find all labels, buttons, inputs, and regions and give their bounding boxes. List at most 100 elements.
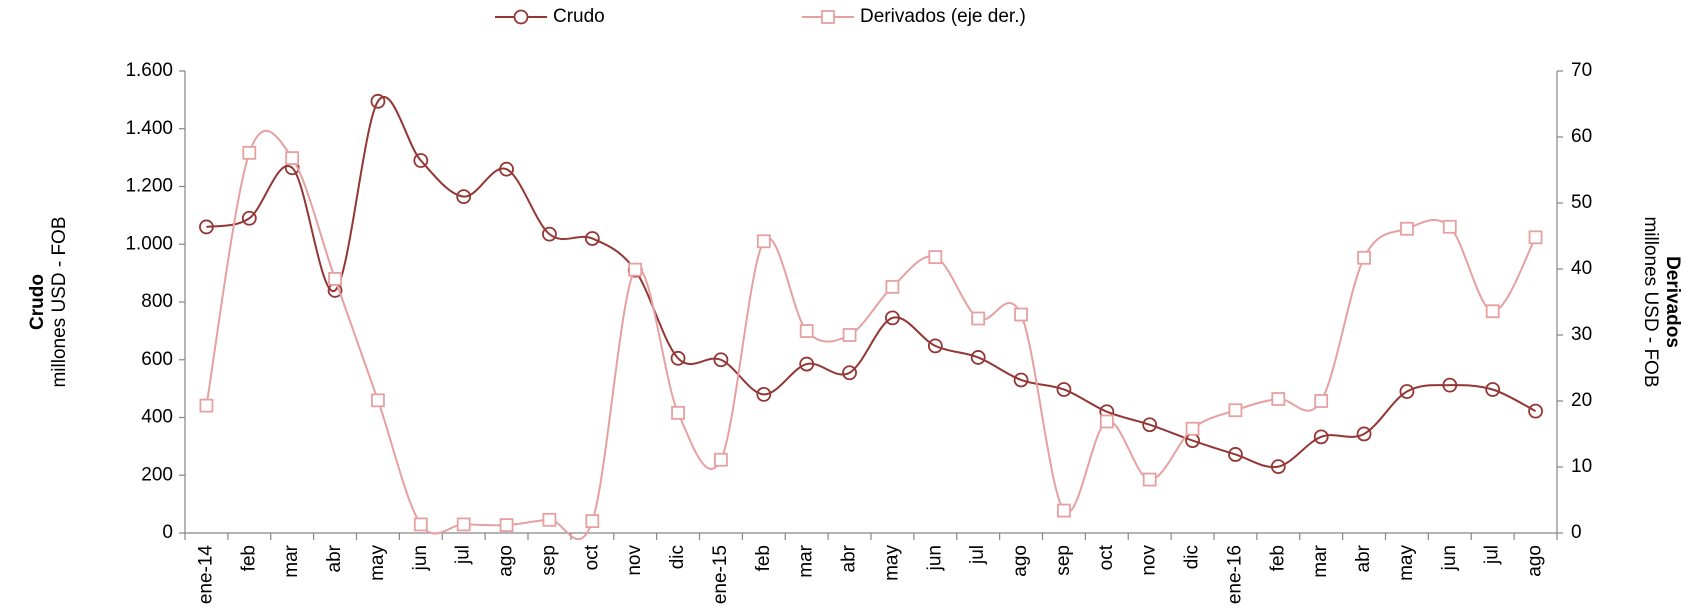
marker xyxy=(927,338,943,354)
x-tick-label: may xyxy=(367,545,388,581)
series-line xyxy=(206,96,1537,469)
marker xyxy=(799,356,815,372)
marker xyxy=(1056,382,1072,397)
marker xyxy=(413,153,429,168)
marker xyxy=(1057,503,1071,518)
marker xyxy=(1485,382,1501,397)
y-tick-label: 600 xyxy=(141,349,173,370)
x-tick-label: nov xyxy=(624,545,645,576)
marker xyxy=(542,226,557,242)
legend-label: Crudo xyxy=(553,6,605,27)
marker xyxy=(971,311,986,326)
x-tick-label: jun xyxy=(1439,545,1460,571)
x-tick-label: mar xyxy=(1310,544,1331,577)
marker xyxy=(1313,429,1329,445)
marker xyxy=(1142,472,1157,487)
marker xyxy=(584,231,600,246)
marker xyxy=(241,210,257,226)
y2-axis-subtitle: millones USD - FOB xyxy=(1640,216,1661,387)
marker xyxy=(328,271,342,286)
marker xyxy=(542,512,557,527)
x-tick-label: ene-16 xyxy=(1224,545,1245,604)
x-tick-label: ene-14 xyxy=(195,545,216,605)
y-axis-title: Crudo xyxy=(27,274,48,330)
marker xyxy=(413,517,428,532)
marker xyxy=(371,393,385,408)
x-tick-label: ago xyxy=(1525,545,1546,577)
marker xyxy=(1399,384,1415,399)
x-tick-label: may xyxy=(1396,545,1417,581)
marker xyxy=(1014,307,1028,322)
y-tick-label: 800 xyxy=(141,291,173,312)
x-tick-label: feb xyxy=(1267,545,1288,571)
marker xyxy=(1442,377,1458,393)
marker xyxy=(1442,219,1457,234)
marker xyxy=(199,398,214,413)
marker xyxy=(1485,304,1500,319)
marker xyxy=(1271,392,1286,406)
marker xyxy=(670,350,686,366)
marker xyxy=(1099,414,1114,429)
marker xyxy=(1228,403,1243,418)
marker xyxy=(456,517,471,532)
y-tick-label: 200 xyxy=(141,464,173,485)
marker xyxy=(756,386,772,402)
marker xyxy=(1142,417,1158,433)
marker xyxy=(1528,230,1543,245)
x-tick-label: abr xyxy=(1353,544,1374,572)
marker xyxy=(1270,459,1286,474)
y2-tick-label: 0 xyxy=(1571,522,1582,543)
x-tick-label: dic xyxy=(667,545,688,569)
y-tick-label: 1.000 xyxy=(125,233,173,254)
marker xyxy=(885,279,900,294)
y-tick-label: 0 xyxy=(162,522,173,543)
y-tick-label: 1.600 xyxy=(125,60,173,81)
y-tick-label: 400 xyxy=(141,407,173,428)
x-tick-label: feb xyxy=(238,545,259,571)
x-tick-label: feb xyxy=(753,545,774,571)
y2-tick-label: 40 xyxy=(1571,258,1592,279)
y2-tick-label: 50 xyxy=(1571,192,1592,213)
y2-tick-label: 10 xyxy=(1571,456,1592,477)
legend-marker xyxy=(513,9,529,25)
marker xyxy=(1314,394,1329,408)
marker xyxy=(585,514,600,529)
x-tick-label: abr xyxy=(324,544,345,572)
x-tick-label: jun xyxy=(410,545,431,571)
x-tick-label: nov xyxy=(1139,545,1160,576)
marker xyxy=(928,250,943,265)
y2-axis-title: Derivados xyxy=(1662,256,1683,348)
marker xyxy=(713,352,729,368)
marker xyxy=(842,365,857,381)
marker xyxy=(1228,447,1243,462)
x-tick-label: ago xyxy=(1010,545,1031,577)
x-tick-label: jul xyxy=(967,545,988,565)
x-tick-label: dic xyxy=(1182,545,1203,569)
marker xyxy=(1356,426,1372,442)
marker xyxy=(1185,421,1200,436)
marker xyxy=(1013,372,1029,388)
marker xyxy=(456,189,472,205)
x-tick-label: mar xyxy=(796,544,817,577)
x-tick-label: ene-15 xyxy=(710,545,731,604)
y-tick-label: 1.400 xyxy=(125,118,173,139)
marker xyxy=(499,161,514,177)
x-tick-label: sep xyxy=(538,545,559,576)
x-tick-label: sep xyxy=(1053,545,1074,576)
marker xyxy=(842,328,857,342)
x-tick-label: oct xyxy=(581,544,602,570)
marker xyxy=(756,234,771,249)
x-tick-label: mar xyxy=(281,544,302,577)
x-tick-label: may xyxy=(881,545,902,581)
x-tick-label: oct xyxy=(1096,544,1117,570)
marker xyxy=(628,262,643,277)
marker xyxy=(714,452,728,467)
y2-tick-label: 30 xyxy=(1571,324,1592,345)
marker xyxy=(671,405,685,420)
marker xyxy=(242,145,257,160)
y-axis-subtitle: millones USD - FOB xyxy=(49,216,70,387)
marker xyxy=(1528,403,1543,419)
y2-tick-label: 20 xyxy=(1571,390,1592,411)
legend-marker xyxy=(821,10,835,24)
